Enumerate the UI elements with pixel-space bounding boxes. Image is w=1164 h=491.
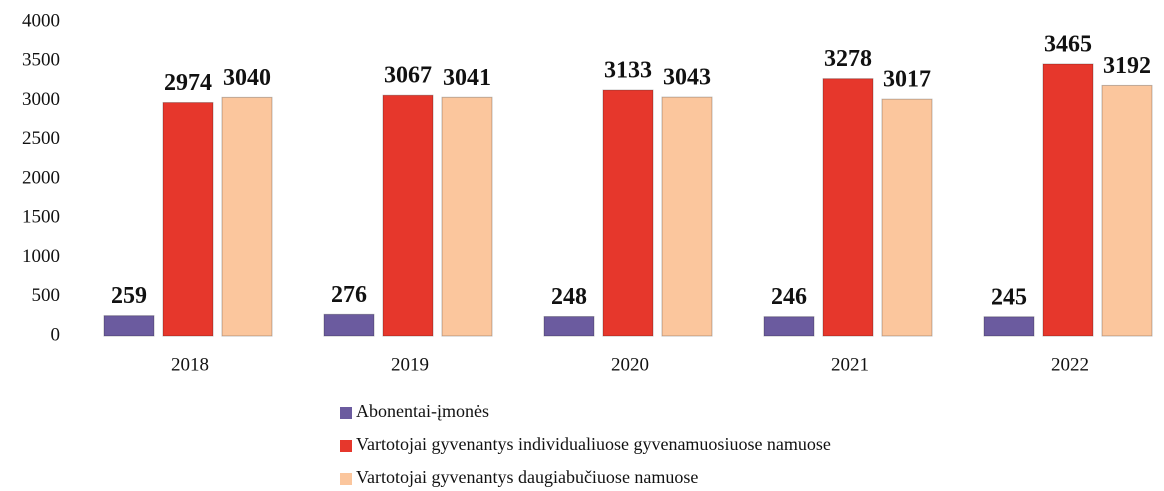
value-label: 276 [331,282,367,308]
bar [221,96,273,337]
y-tick-label: 2000 [22,167,60,188]
x-tick-label: 2021 [831,354,869,375]
bar [543,316,595,337]
y-tick-label: 500 [32,285,61,306]
value-label: 3041 [443,65,491,91]
value-label: 246 [771,284,807,310]
bar [382,94,434,337]
y-tick-label: 1500 [22,207,60,228]
legend-label: Abonentai-įmonės [356,401,489,421]
bar [323,313,375,337]
x-tick-label: 2019 [391,354,429,375]
value-label: 248 [551,284,587,310]
bar [661,96,713,337]
y-tick-label: 3500 [22,50,60,71]
legend-label: Vartotojai gyvenantys daugiabučiuose nam… [356,467,698,487]
value-label: 3043 [663,65,711,91]
bar [1101,84,1153,337]
legend-label: Vartotojai gyvenantys individualiuose gy… [356,434,831,454]
value-label: 3192 [1103,53,1151,79]
x-tick-label: 2022 [1051,354,1089,375]
y-tick-label: 2500 [22,128,60,149]
bar [441,96,493,337]
y-tick-label: 4000 [22,10,60,31]
y-tick-label: 3000 [22,89,60,110]
value-label: 259 [111,283,147,309]
y-tick-label: 1000 [22,246,60,267]
value-label: 245 [991,284,1027,310]
bar [822,78,874,337]
value-label: 3278 [824,46,872,72]
bar [103,315,155,337]
value-label: 3465 [1044,31,1092,57]
legend-swatch [340,407,352,419]
value-label: 3040 [223,65,271,91]
legend-swatch [340,440,352,452]
x-tick-label: 2018 [171,354,209,375]
bar [1042,63,1094,337]
bar [162,102,214,337]
value-label: 3017 [883,67,931,93]
legend-swatch [340,473,352,485]
bar [763,316,815,337]
bar [983,316,1035,337]
value-label: 3133 [604,58,652,84]
value-label: 3067 [384,63,432,89]
bar [881,98,933,337]
x-tick-label: 2020 [611,354,649,375]
bar [602,89,654,337]
value-label: 2974 [164,70,212,96]
y-tick-label: 0 [51,324,61,345]
